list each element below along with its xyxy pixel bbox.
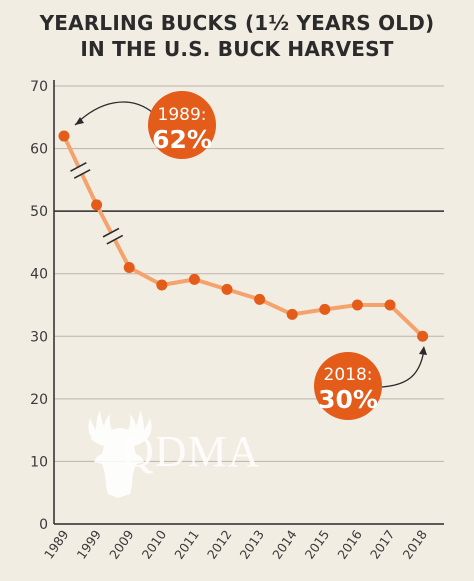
data-point-2010 bbox=[156, 279, 168, 291]
y-tick-label-20: 20 bbox=[30, 392, 48, 408]
axis-break-stroke bbox=[70, 162, 87, 172]
data-point-2018 bbox=[417, 330, 429, 342]
x-tick-label-1999: 1999 bbox=[74, 527, 105, 562]
x-tick-label-2015: 2015 bbox=[302, 527, 333, 562]
x-tick-label-2017: 2017 bbox=[367, 527, 398, 562]
axis-break-2 bbox=[102, 227, 124, 245]
data-point-2015 bbox=[319, 303, 331, 315]
x-tick-label-2018: 2018 bbox=[400, 527, 431, 562]
callout-2018-year: 2018: bbox=[324, 365, 373, 385]
chart-title-line1: YEARLING BUCKS (1½ YEARS OLD) bbox=[39, 11, 435, 35]
axis-break-gap bbox=[103, 228, 123, 244]
x-tick-label-2010: 2010 bbox=[139, 527, 170, 562]
callout-1989-year: 1989: bbox=[158, 105, 207, 125]
y-tick-labels: 0 10 20 30 40 50 60 70 bbox=[30, 79, 48, 533]
x-tick-label-2012: 2012 bbox=[204, 527, 235, 562]
axis-break-1 bbox=[70, 162, 91, 179]
deer-logo-icon bbox=[88, 410, 152, 498]
arrowhead-icon bbox=[419, 346, 427, 355]
callout-2018-arrow bbox=[381, 349, 425, 388]
axis-break-stroke bbox=[73, 169, 91, 179]
callout-2018-circle bbox=[314, 352, 382, 420]
x-tick-label-2009: 2009 bbox=[106, 527, 137, 562]
data-point-1989 bbox=[58, 130, 70, 142]
axis-break-stroke bbox=[106, 234, 124, 245]
chart-title: YEARLING BUCKS (1½ YEARS OLD) IN THE U.S… bbox=[0, 10, 474, 62]
data-point-1999 bbox=[91, 199, 103, 211]
gridlines bbox=[54, 85, 444, 462]
x-tick-label-2014: 2014 bbox=[269, 527, 300, 562]
data-point-2013 bbox=[254, 293, 266, 305]
callout-1989-circle bbox=[148, 91, 216, 159]
x-tick-label-2011: 2011 bbox=[171, 527, 202, 562]
data-points bbox=[58, 130, 429, 342]
axis-break-marks bbox=[70, 162, 124, 245]
x-tick-label-2016: 2016 bbox=[334, 527, 365, 562]
x-tick-label-2013: 2013 bbox=[237, 527, 268, 562]
data-point-2009 bbox=[123, 261, 135, 273]
y-tick-label-50: 50 bbox=[30, 204, 48, 220]
y-tick-label-10: 10 bbox=[30, 454, 48, 470]
y-tick-label-0: 0 bbox=[39, 517, 48, 533]
data-point-2016 bbox=[351, 299, 363, 311]
data-point-2014 bbox=[286, 308, 298, 320]
axis-break-stroke bbox=[102, 227, 120, 238]
x-tick-labels: 1989 1999 2009 2010 2011 2012 2013 2014 2015 2016… bbox=[41, 527, 430, 562]
data-point-2012 bbox=[221, 283, 233, 295]
y-tick-label-30: 30 bbox=[30, 329, 48, 345]
y-tick-label-70: 70 bbox=[30, 79, 48, 95]
arrowhead-icon bbox=[75, 117, 84, 125]
data-point-2011 bbox=[188, 273, 200, 285]
y-tick-label-60: 60 bbox=[30, 142, 48, 158]
chart-title-line2: IN THE U.S. BUCK HARVEST bbox=[80, 37, 394, 61]
callout-2018-value: 30% bbox=[318, 385, 378, 414]
callout-2018: 2018: 30% bbox=[314, 346, 427, 420]
qdma-watermark: QDMA bbox=[88, 410, 260, 498]
callout-1989-value: 62% bbox=[152, 125, 212, 154]
axis-break-gap bbox=[70, 162, 91, 179]
axes bbox=[53, 80, 444, 525]
watermark-text: QDMA bbox=[122, 427, 260, 476]
callout-1989-arrow bbox=[74, 101, 153, 126]
data-point-2017 bbox=[384, 299, 396, 311]
callout-1989: 1989: 62% bbox=[74, 91, 216, 159]
y-tick-label-40: 40 bbox=[30, 267, 48, 283]
